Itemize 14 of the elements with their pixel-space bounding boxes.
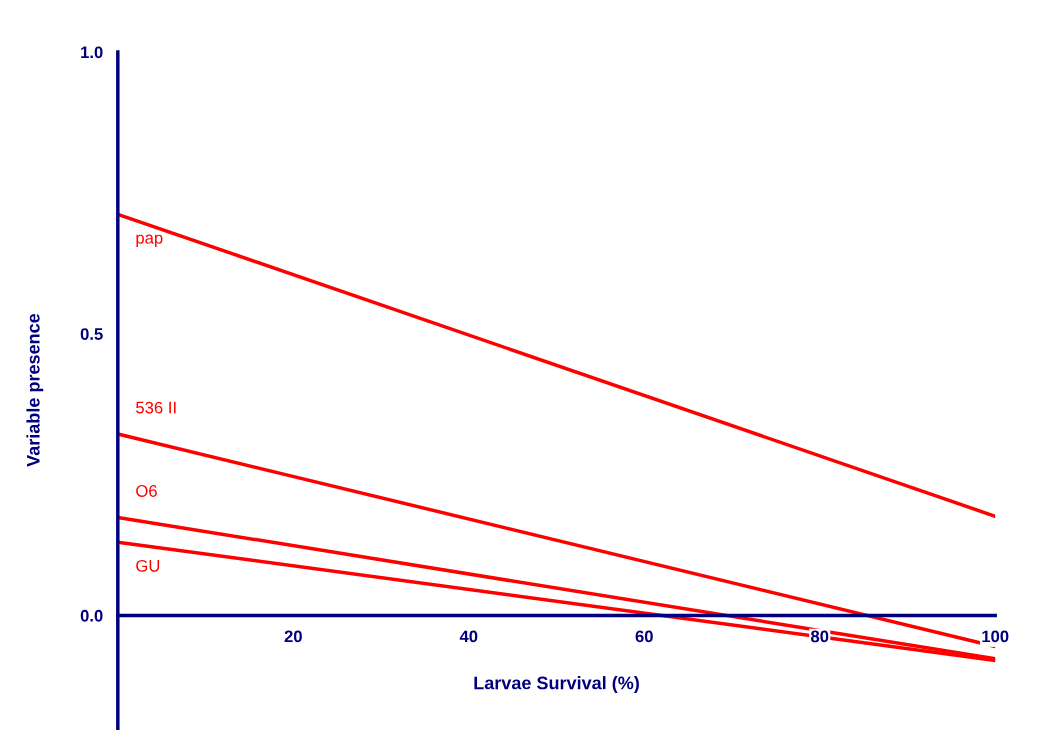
y-tick-label: 0.5	[80, 328, 103, 340]
x-axis-title: Larvae Survival (%)	[474, 676, 639, 693]
series-label: GU	[136, 559, 160, 572]
x-tick-label: 100	[982, 630, 1009, 643]
series-label: O6	[136, 485, 157, 497]
x-tick-label: 60	[635, 630, 653, 643]
series-label: 536 II	[136, 401, 176, 414]
y-tick-label: 1.0	[81, 46, 103, 59]
y-axis-title: Variable presence	[26, 313, 44, 467]
y-tick-label: 0.0	[80, 609, 103, 622]
x-tick-label: 40	[459, 630, 478, 643]
x-tick-label: 20	[284, 630, 302, 643]
series-label: pap	[136, 234, 163, 248]
x-tick-label: 80	[810, 630, 829, 643]
